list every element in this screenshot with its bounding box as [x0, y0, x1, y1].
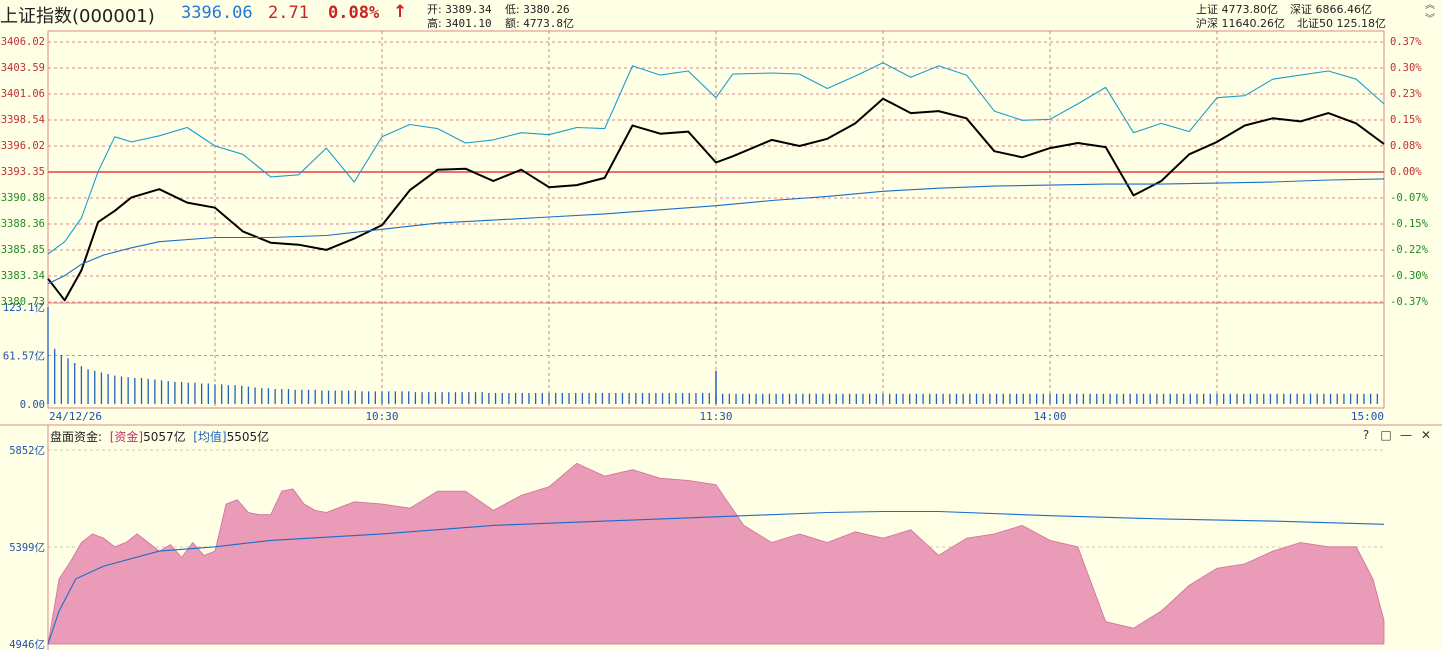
price-y-axis: 3406.02 3403.59 3401.06 3398.54 3396.02 3393.… — [1, 36, 45, 308]
open-value: 3389.34 — [445, 3, 492, 16]
sz-turnover: 深证 6866.46亿 — [1290, 1, 1372, 17]
pct-tick-label: 0.37% — [1390, 36, 1422, 48]
up-arrow-icon: ↑ — [393, 2, 408, 22]
quote-header: 上证指数(000001) 3396.06 2.71 0.08% ↑ 开: 338… — [0, 0, 1442, 31]
price-tick-label: 3396.02 — [1, 140, 45, 152]
high-label: 高: — [427, 17, 442, 30]
fund-panel-title: 盘面资金: — [50, 430, 103, 444]
time-tick-label: 11:30 — [699, 410, 732, 423]
volume-y-axis: 123.1亿 61.57亿 0.00 — [3, 301, 45, 411]
fund-area — [47, 462, 1385, 645]
pct-tick-label: 0.08% — [1390, 140, 1422, 152]
stock-code: (000001) — [72, 6, 155, 27]
fund-area-chart — [47, 462, 1385, 645]
price-tick-label: 3380.73 — [1, 296, 45, 308]
amount-label: 额: — [505, 17, 520, 30]
volume-tick-label: 0.00 — [20, 399, 45, 411]
open-stat: 开: 3389.34 — [427, 1, 492, 17]
price-tick-label: 3401.06 — [1, 88, 45, 100]
amount-stat: 额: 4773.8亿 — [505, 15, 574, 31]
fund-y-axis: 5852亿 5399亿 4946亿 — [9, 444, 45, 650]
fund-average-line — [47, 510, 1385, 645]
sh-value: 4773.80亿 — [1221, 3, 1279, 16]
volume-tick-label: 123.1亿 — [3, 301, 45, 314]
price-tick-label: 3383.34 — [1, 270, 45, 282]
price-tick-label: 3385.85 — [1, 244, 45, 256]
time-x-axis: 24/12/26 10:30 11:30 14:00 15:00 — [49, 410, 1384, 423]
sz-label: 深证 — [1290, 3, 1312, 16]
sh-turnover: 上证 4773.80亿 — [1196, 1, 1278, 17]
pct-tick-label: 0.30% — [1390, 62, 1422, 74]
avg-label[interactable]: [均值] — [193, 430, 227, 444]
volume-bars — [47, 307, 1378, 404]
low-stat: 低: 3380.26 — [505, 1, 570, 17]
price-change-pct: 0.08% — [328, 3, 380, 23]
current-price: 3396.06 — [181, 3, 253, 23]
price-change: 2.71 — [268, 3, 309, 23]
help-icon[interactable]: ? — [1362, 428, 1370, 442]
time-tick-label: 10:30 — [365, 410, 398, 423]
sz-value: 6866.46亿 — [1315, 3, 1373, 16]
fund-value: 5057亿 — [143, 430, 186, 444]
time-tick-label: 14:00 — [1033, 410, 1066, 423]
high-value: 3401.10 — [445, 17, 492, 30]
pct-tick-label: -0.07% — [1390, 192, 1429, 204]
price-tick-label: 3398.54 — [1, 114, 45, 126]
panel-window-buttons: ? □ — ✕ — [1356, 428, 1436, 442]
scroll-up-icon[interactable]: ︽ — [1425, 0, 1435, 11]
average-line — [47, 178, 1385, 285]
time-tick-label: 24/12/26 — [49, 410, 102, 423]
pct-tick-label: -0.22% — [1390, 244, 1429, 256]
minimize-icon[interactable]: — — [1400, 428, 1412, 442]
pct-tick-label: 0.15% — [1390, 114, 1422, 126]
price-tick-label: 3393.35 — [1, 166, 45, 178]
pct-tick-label: -0.37% — [1390, 296, 1429, 308]
sh-label: 上证 — [1196, 3, 1218, 16]
price-tick-label: 3388.36 — [1, 218, 45, 230]
fund-tick-label: 5399亿 — [9, 541, 45, 554]
fund-label[interactable]: [资金] — [109, 430, 144, 444]
open-label: 开: — [427, 3, 442, 16]
fund-panel-header: 盘面资金: [资金]5057亿 [均值]5505亿 — [50, 428, 269, 445]
hs-label: 沪深 — [1196, 17, 1218, 30]
pct-tick-label: 0.00% — [1390, 166, 1422, 178]
stock-name: 上证指数 — [0, 6, 72, 27]
avg-value: 5505亿 — [226, 430, 270, 444]
price-lines — [47, 62, 1385, 302]
scroll-down-icon[interactable]: ︾ — [1425, 14, 1435, 25]
maximize-icon[interactable]: □ — [1380, 428, 1392, 442]
hs-value: 11640.26亿 — [1221, 17, 1286, 30]
hs-turnover: 沪深 11640.26亿 — [1196, 15, 1285, 31]
stock-title: 上证指数(000001) — [0, 2, 155, 28]
bz-turnover: 北证50 125.18亿 — [1297, 15, 1386, 31]
fund-tick-label: 4946亿 — [9, 638, 45, 650]
price-tick-label: 3390.88 — [1, 192, 45, 204]
price-tick-label: 3406.02 — [1, 36, 45, 48]
low-value: 3380.26 — [523, 3, 570, 16]
pct-tick-label: -0.15% — [1390, 218, 1429, 230]
pct-y-axis: 0.37% 0.30% 0.23% 0.15% 0.08% 0.00% -0.07% -0.1… — [1390, 36, 1429, 308]
pct-tick-label: 0.23% — [1390, 88, 1422, 100]
price-tick-label: 3403.59 — [1, 62, 45, 74]
close-icon[interactable]: ✕ — [1420, 428, 1432, 442]
high-stat: 高: 3401.10 — [427, 15, 492, 31]
price-line — [47, 97, 1385, 302]
grid — [48, 31, 1384, 645]
time-tick-label: 15:00 — [1351, 410, 1384, 423]
pct-tick-label: -0.30% — [1390, 270, 1429, 282]
volume-tick-label: 61.57亿 — [3, 349, 45, 362]
bz-label: 北证50 — [1297, 17, 1333, 30]
bz-value: 125.18亿 — [1336, 17, 1387, 30]
low-label: 低: — [505, 3, 520, 16]
fund-tick-label: 5852亿 — [9, 444, 45, 457]
alt-line — [47, 62, 1385, 255]
amount-value: 4773.8亿 — [523, 17, 574, 30]
